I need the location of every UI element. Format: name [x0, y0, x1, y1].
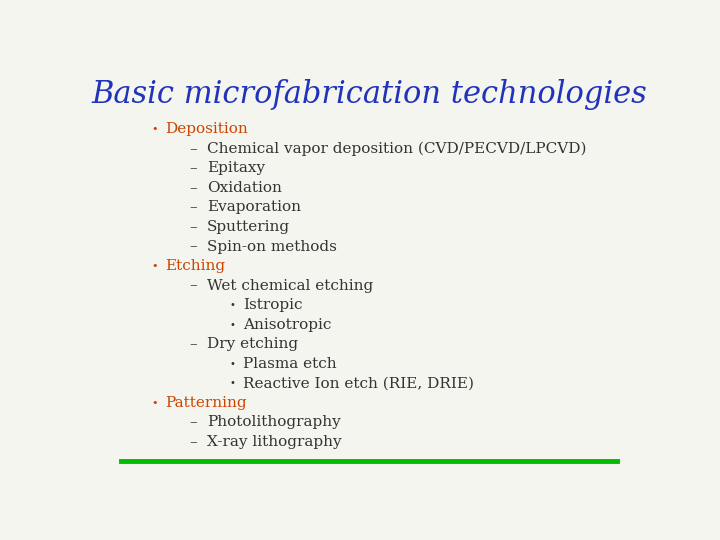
Text: –: –	[189, 200, 197, 214]
Text: •: •	[151, 124, 158, 134]
Text: •: •	[230, 300, 235, 310]
Text: Photolithography: Photolithography	[207, 415, 341, 429]
Text: •: •	[151, 398, 158, 408]
Text: •: •	[230, 359, 235, 369]
Text: Spin-on methods: Spin-on methods	[207, 240, 337, 253]
Text: –: –	[189, 435, 197, 449]
Text: •: •	[230, 379, 235, 388]
Text: •: •	[230, 320, 235, 330]
Text: Epitaxy: Epitaxy	[207, 161, 265, 176]
Text: –: –	[189, 142, 197, 156]
Text: –: –	[189, 220, 197, 234]
Text: –: –	[189, 181, 197, 195]
Text: Dry etching: Dry etching	[207, 337, 298, 351]
Text: Evaporation: Evaporation	[207, 200, 301, 214]
Text: –: –	[189, 240, 197, 253]
Text: Deposition: Deposition	[166, 122, 248, 136]
Text: Sputtering: Sputtering	[207, 220, 290, 234]
Text: –: –	[189, 415, 197, 429]
Text: Reactive Ion etch (RIE, DRIE): Reactive Ion etch (RIE, DRIE)	[243, 376, 474, 390]
Text: Patterning: Patterning	[166, 396, 247, 410]
Text: Anisotropic: Anisotropic	[243, 318, 332, 332]
Text: •: •	[151, 261, 158, 271]
Text: –: –	[189, 337, 197, 351]
Text: Etching: Etching	[166, 259, 225, 273]
Text: Basic microfabrication technologies: Basic microfabrication technologies	[91, 79, 647, 110]
Text: Istropic: Istropic	[243, 298, 303, 312]
Text: Oxidation: Oxidation	[207, 181, 282, 195]
Text: Wet chemical etching: Wet chemical etching	[207, 279, 374, 293]
Text: –: –	[189, 161, 197, 176]
Text: Chemical vapor deposition (CVD/PECVD/LPCVD): Chemical vapor deposition (CVD/PECVD/LPC…	[207, 141, 587, 156]
Text: –: –	[189, 279, 197, 293]
Text: Plasma etch: Plasma etch	[243, 357, 337, 371]
Text: X-ray lithography: X-ray lithography	[207, 435, 342, 449]
